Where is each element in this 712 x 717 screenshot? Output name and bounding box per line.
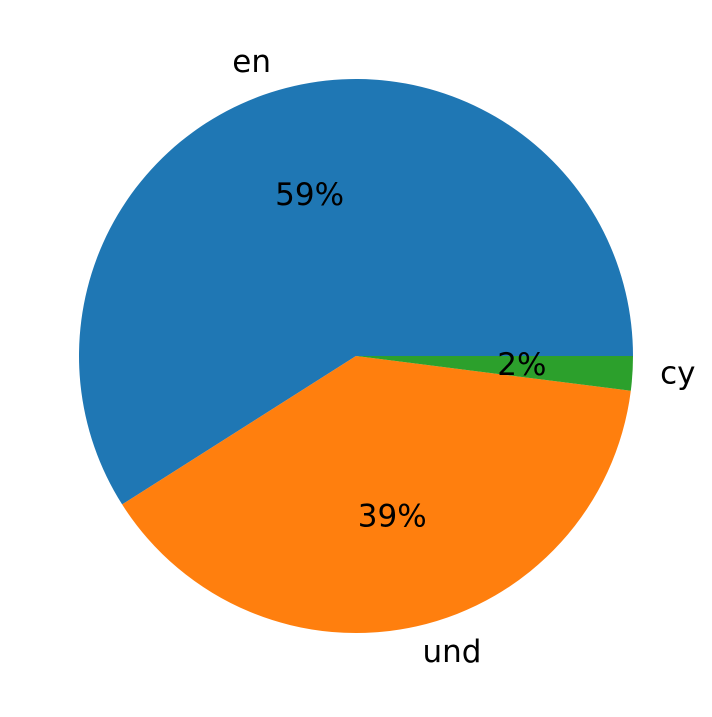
category-label: und: [422, 634, 481, 670]
value-label: 2%: [497, 347, 546, 383]
category-label: cy: [660, 356, 695, 392]
pie-wedge: [122, 356, 631, 633]
value-label: 59%: [275, 177, 344, 213]
pie-wedge: [78, 78, 633, 505]
category-label: en: [232, 44, 271, 80]
pie-wedge: [356, 356, 633, 391]
value-label: 39%: [358, 499, 427, 535]
